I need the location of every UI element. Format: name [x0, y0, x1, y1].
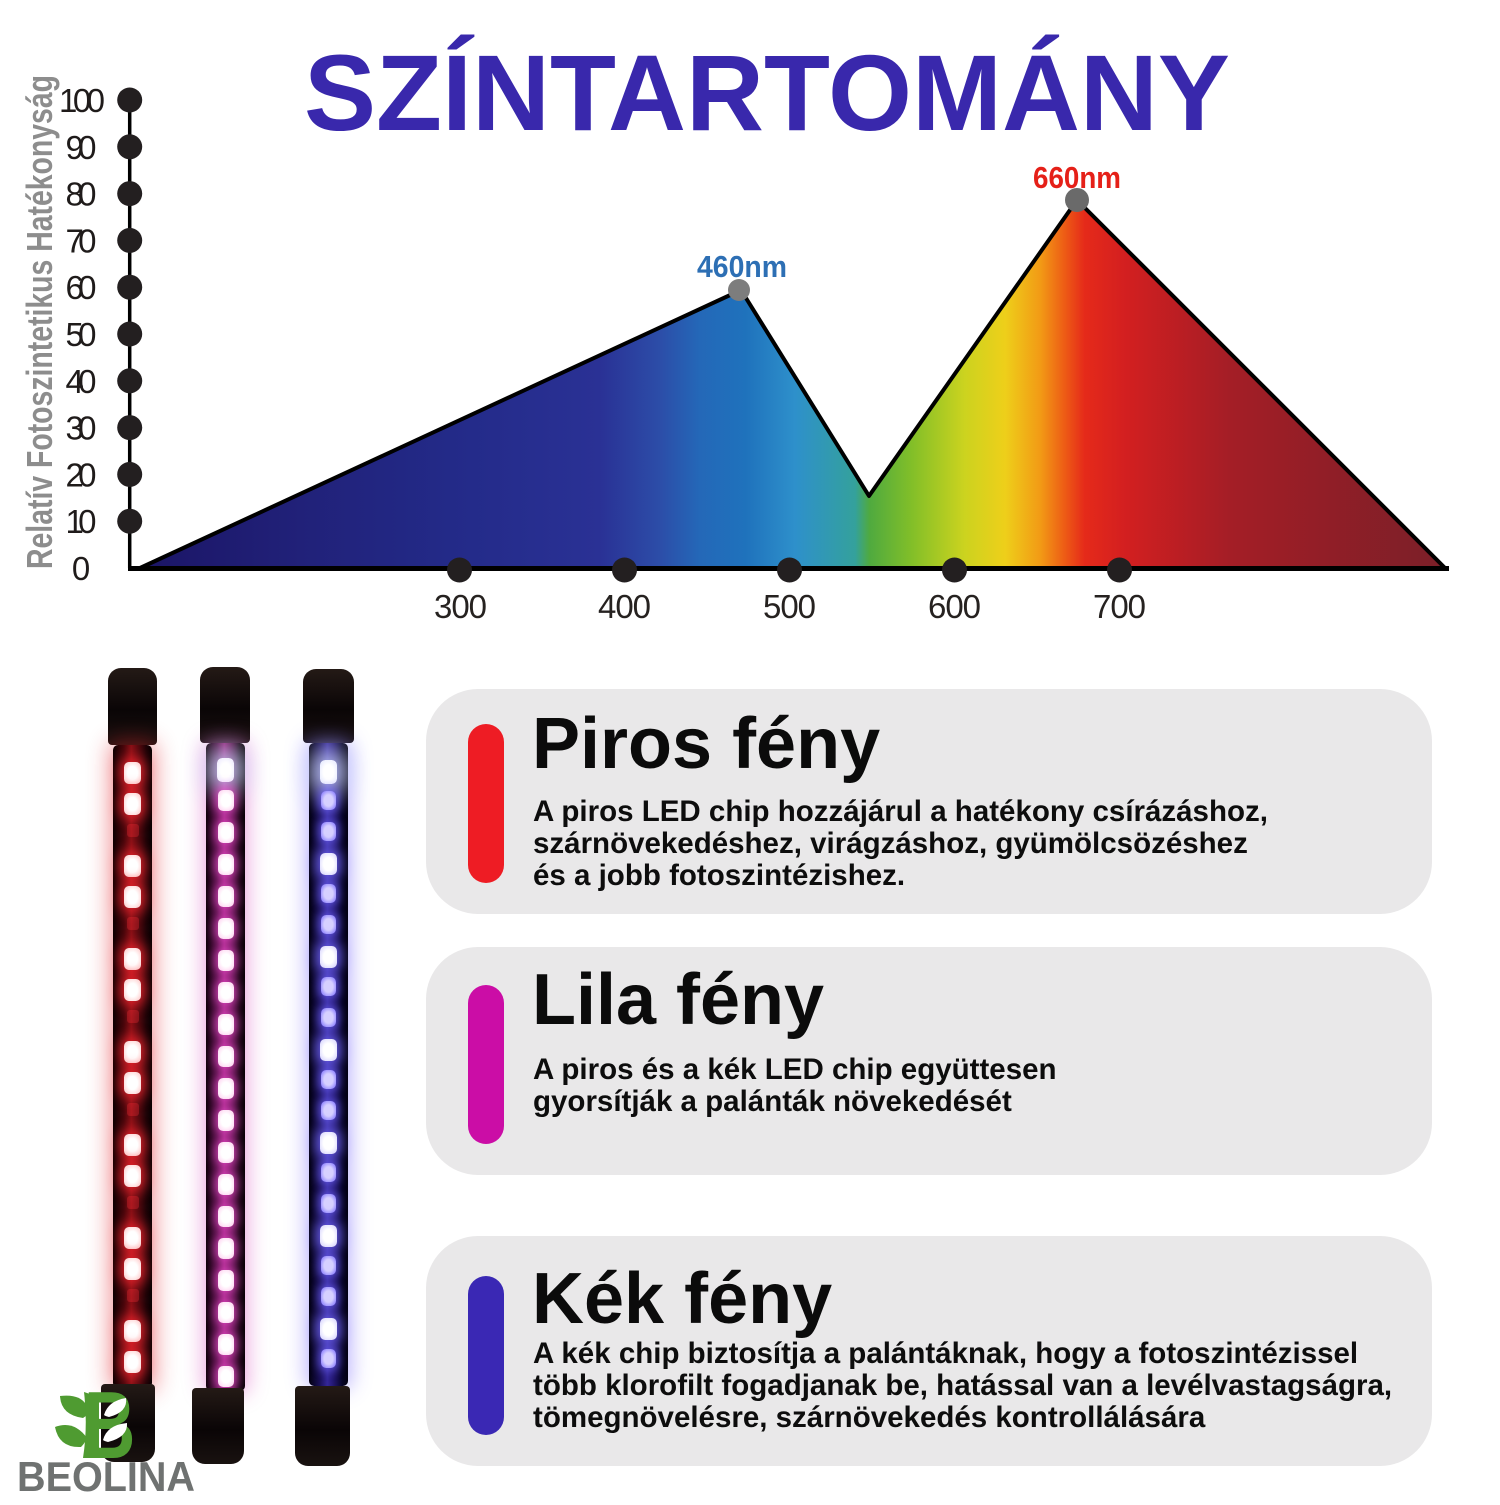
svg-text:600: 600 [928, 588, 981, 625]
svg-text:460nm: 460nm [697, 249, 787, 284]
svg-text:80: 80 [66, 176, 97, 213]
svg-text:30: 30 [66, 410, 97, 447]
svg-text:0: 0 [72, 550, 90, 587]
svg-text:70: 70 [66, 222, 97, 259]
svg-text:500: 500 [763, 588, 816, 625]
svg-text:60: 60 [66, 269, 97, 306]
svg-text:100: 100 [59, 82, 105, 119]
svg-text:40: 40 [66, 363, 97, 400]
svg-text:20: 20 [66, 456, 97, 493]
svg-text:BEOLINA: BEOLINA [17, 1453, 195, 1500]
svg-text:700: 700 [1093, 588, 1146, 625]
svg-text:400: 400 [598, 588, 651, 625]
svg-text:10: 10 [66, 503, 97, 540]
svg-text:90: 90 [66, 129, 97, 166]
svg-text:50: 50 [66, 316, 97, 353]
svg-text:300: 300 [434, 588, 487, 625]
svg-text:660nm: 660nm [1033, 160, 1121, 195]
svg-text:Relatív Fotoszintetikus Hatéko: Relatív Fotoszintetikus Hatékonyság [19, 75, 60, 569]
